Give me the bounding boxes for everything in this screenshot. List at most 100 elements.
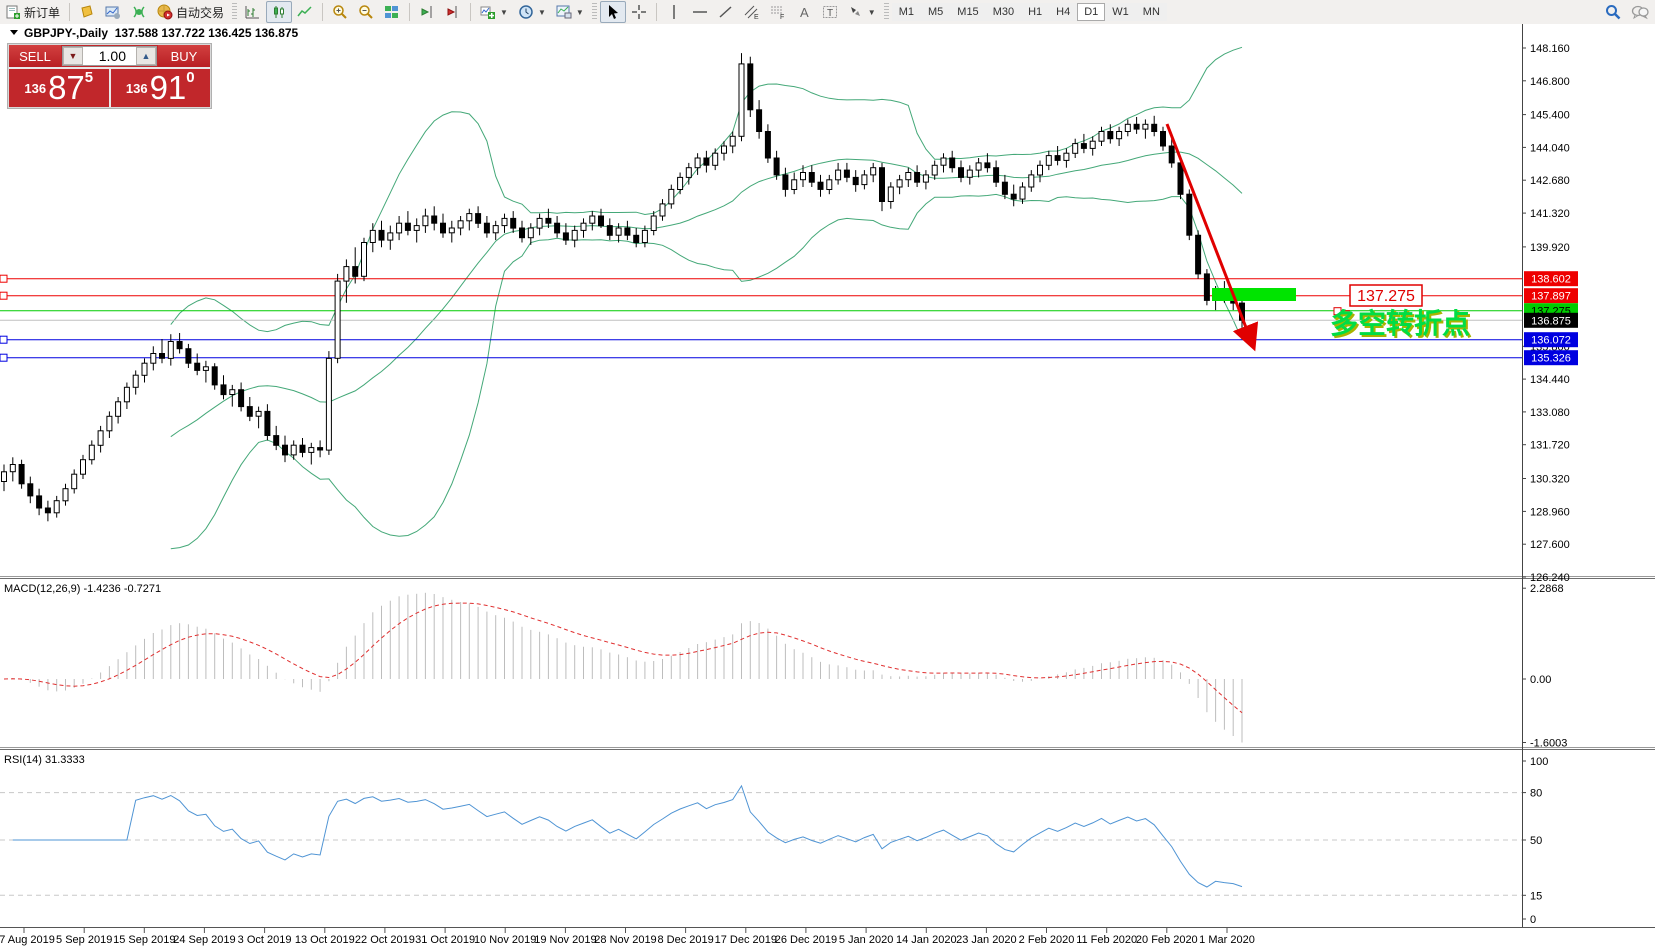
vertical-line-button[interactable] bbox=[661, 1, 687, 23]
tf-h1[interactable]: H1 bbox=[1021, 3, 1050, 21]
svg-text:1 Mar 2020: 1 Mar 2020 bbox=[1199, 934, 1255, 946]
candle bbox=[580, 222, 587, 231]
candle bbox=[115, 401, 122, 417]
autotrading-button[interactable]: 自动交易 bbox=[152, 1, 229, 24]
search-icon[interactable] bbox=[1605, 4, 1621, 20]
candle bbox=[896, 179, 903, 188]
chart-shift-button[interactable] bbox=[440, 1, 466, 23]
price-tag-text: 137.275 bbox=[1357, 288, 1415, 305]
equidistant-channel-button[interactable]: E bbox=[739, 1, 765, 23]
svg-text:23 Jan 2020: 23 Jan 2020 bbox=[956, 934, 1017, 946]
candle bbox=[1151, 123, 1158, 133]
candle bbox=[738, 63, 745, 137]
candle bbox=[308, 447, 315, 453]
candle bbox=[238, 389, 245, 408]
sell-button[interactable]: SELL bbox=[9, 45, 61, 67]
zoom-in-button[interactable] bbox=[327, 1, 353, 23]
candle bbox=[624, 227, 631, 236]
volume-value[interactable]: 1.00 bbox=[83, 47, 136, 65]
chart-area[interactable]: 148.160 146.800 145.400 144.040 142.680 141.3… bbox=[0, 24, 1655, 949]
crosshair-button[interactable] bbox=[626, 1, 652, 23]
trend-arrow[interactable] bbox=[1165, 123, 1259, 352]
candle bbox=[1, 471, 7, 482]
tile-windows-button[interactable] bbox=[379, 1, 405, 23]
tf-m1[interactable]: M1 bbox=[891, 3, 921, 21]
cn-annotation[interactable]: 多空转折点 bbox=[1330, 307, 1470, 339]
svg-text:142.680: 142.680 bbox=[1530, 175, 1570, 187]
svg-text:127.600: 127.600 bbox=[1530, 539, 1570, 551]
candle bbox=[1168, 145, 1175, 164]
periods-button[interactable]: ▼ bbox=[513, 1, 551, 23]
svg-text:144.040: 144.040 bbox=[1530, 142, 1570, 154]
tf-m5[interactable]: M5 bbox=[921, 3, 951, 21]
auto-scroll-button[interactable] bbox=[414, 1, 440, 23]
horizontal-line-button[interactable] bbox=[687, 1, 713, 23]
tf-w1[interactable]: W1 bbox=[1105, 3, 1136, 21]
sell-price-base: 136 bbox=[24, 81, 47, 96]
tf-h4[interactable]: H4 bbox=[1049, 3, 1078, 21]
fibonacci-button[interactable]: F bbox=[765, 1, 791, 23]
candle bbox=[71, 473, 78, 490]
svg-text:146.800: 146.800 bbox=[1530, 76, 1570, 88]
svg-text:26 Dec 2019: 26 Dec 2019 bbox=[775, 934, 837, 946]
svg-text:100: 100 bbox=[1530, 756, 1548, 768]
svg-text:15 Sep 2019: 15 Sep 2019 bbox=[113, 934, 175, 946]
candle bbox=[1089, 140, 1096, 149]
candle bbox=[317, 447, 324, 451]
candle bbox=[1019, 186, 1026, 200]
new-order-button[interactable]: 新订单 bbox=[0, 1, 65, 24]
candle bbox=[721, 145, 727, 154]
signals-button[interactable] bbox=[126, 1, 152, 23]
arrows-icon bbox=[848, 4, 864, 20]
market-watch-button[interactable] bbox=[74, 1, 100, 23]
chat-icon[interactable] bbox=[1631, 4, 1649, 20]
candle bbox=[685, 167, 692, 178]
volume-up-button[interactable]: ▲ bbox=[136, 47, 156, 65]
candle bbox=[141, 362, 148, 376]
candle bbox=[36, 495, 43, 509]
candle bbox=[633, 234, 640, 244]
buy-button[interactable]: BUY bbox=[158, 45, 210, 67]
tf-d1[interactable]: D1 bbox=[1077, 3, 1106, 21]
candle bbox=[958, 167, 964, 178]
svg-text:T: T bbox=[827, 8, 833, 19]
new-chart-button[interactable] bbox=[100, 1, 126, 23]
arrows-button[interactable]: ▼ bbox=[843, 1, 881, 23]
trendline-button[interactable] bbox=[713, 1, 739, 23]
buy-price[interactable]: 136 91 0 bbox=[111, 69, 211, 107]
svg-text:141.320: 141.320 bbox=[1530, 208, 1570, 220]
buy-price-big: 91 bbox=[149, 69, 187, 106]
candle bbox=[1010, 193, 1017, 200]
equidistant-channel-icon: E bbox=[744, 4, 760, 21]
svg-text:137.897: 137.897 bbox=[1531, 291, 1571, 303]
svg-text:27 Aug 2019: 27 Aug 2019 bbox=[0, 934, 55, 946]
candle bbox=[378, 229, 385, 241]
price-tag-box[interactable] bbox=[1349, 284, 1423, 307]
tf-mn[interactable]: MN bbox=[1135, 3, 1167, 21]
candle bbox=[211, 366, 218, 386]
candle bbox=[1063, 152, 1070, 161]
macd-label: MACD(12,26,9) -1.4236 -0.7271 bbox=[4, 583, 161, 595]
support-zone-rect[interactable] bbox=[1212, 288, 1296, 301]
text-label-button[interactable]: T bbox=[817, 1, 843, 23]
templates-button[interactable]: ▼ bbox=[551, 1, 589, 23]
tf-m30[interactable]: M30 bbox=[985, 3, 1022, 21]
bar-chart-button[interactable] bbox=[240, 1, 266, 23]
indicators-button[interactable]: ▼ bbox=[475, 1, 513, 23]
line-chart-button[interactable] bbox=[292, 1, 318, 23]
cursor-button[interactable] bbox=[599, 1, 626, 23]
candlestick-chart-button[interactable] bbox=[266, 1, 293, 23]
candle bbox=[150, 353, 157, 364]
candle bbox=[1124, 123, 1131, 133]
bar-chart-icon bbox=[245, 4, 261, 20]
zoom-out-button[interactable] bbox=[353, 1, 379, 23]
volume-down-button[interactable]: ▼ bbox=[63, 47, 83, 65]
candle bbox=[440, 222, 446, 234]
candle bbox=[132, 374, 139, 388]
text-button[interactable]: A bbox=[791, 1, 817, 23]
candle bbox=[835, 169, 842, 181]
candle bbox=[53, 500, 60, 514]
tf-m15[interactable]: M15 bbox=[950, 3, 986, 21]
sell-price[interactable]: 136 87 5 bbox=[9, 69, 111, 107]
